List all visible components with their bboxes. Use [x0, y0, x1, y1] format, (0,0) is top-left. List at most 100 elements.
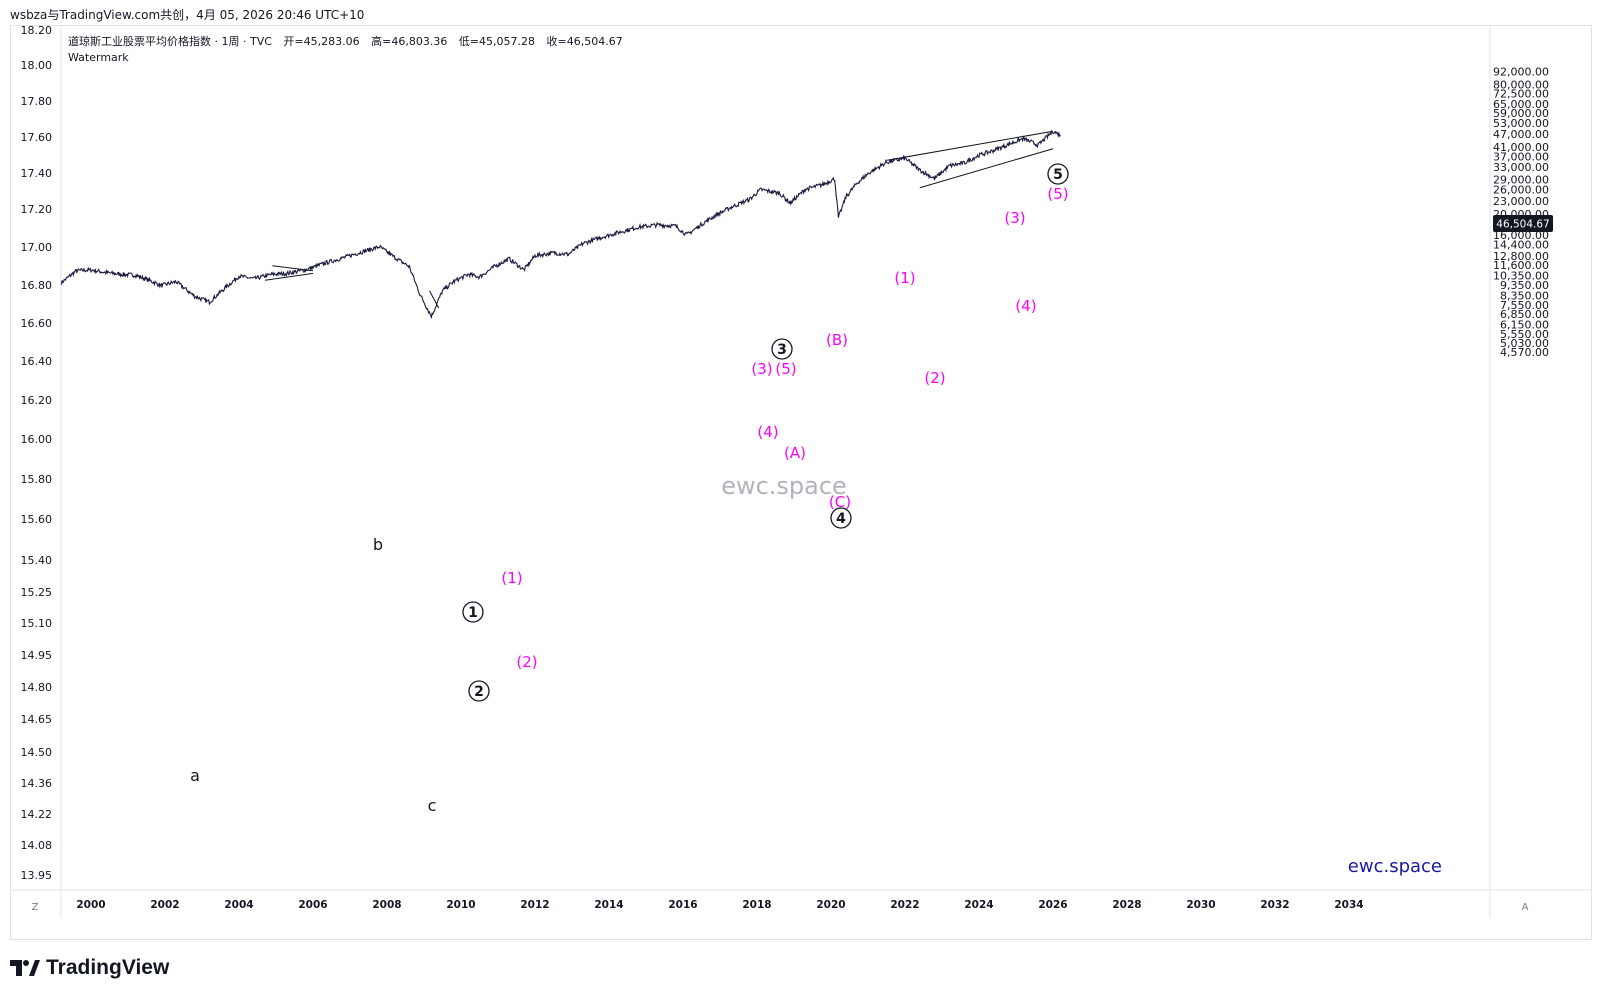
right-axis-tick-label: 33,000.00 [1493, 161, 1549, 174]
last-price-badge-text: 46,504.67 [1496, 219, 1549, 231]
wave-label-layer: abc(1)(2)(3) (5)(4)(A)(B)(C)(1)(2)(3)(4)(… [190, 163, 1069, 815]
right-axis-tick-label: 16,000.00 [1493, 229, 1549, 242]
x-tick-label: 2020 [816, 899, 845, 911]
wave-label-p4_2018: (4) [757, 423, 778, 441]
left-axis-tick-label: 16.00 [21, 433, 53, 446]
left-axis-tick-label: 14.36 [21, 777, 53, 790]
x-tick-label: 2010 [446, 899, 475, 911]
auto-scale-toggle[interactable]: A [1522, 902, 1529, 913]
wave-label-pA: (A) [784, 444, 806, 462]
left-axis-tick-label: 14.80 [21, 681, 53, 694]
price-series-layer [60, 130, 1061, 319]
channel-line-2009[interactable] [429, 290, 440, 309]
left-axis-tick-label: 16.20 [21, 394, 53, 407]
legend-open-label: 开= [283, 35, 303, 48]
right-axis-tick-label: 4,570.00 [1500, 346, 1549, 359]
wave-label-p3_2018: (3) [751, 360, 772, 378]
x-tick-label: 2012 [520, 899, 549, 911]
left-axis-tick-label: 14.08 [21, 839, 53, 852]
left-axis-tick-label: 14.65 [21, 713, 53, 726]
left-axis-tick-label: 15.25 [21, 586, 53, 599]
left-axis-tick-label: 18.20 [21, 24, 53, 37]
left-axis-tick-label: 15.60 [21, 513, 53, 526]
legend-close-label: 收= [547, 34, 567, 48]
legend-high-value: 46,803.36 [391, 35, 447, 48]
lower-wedge-line[interactable] [919, 148, 1054, 189]
x-tick-label: 2002 [150, 899, 179, 911]
right-axis-tick-label: 59,000.00 [1493, 107, 1549, 120]
tradingview-logo[interactable]: TradingView [10, 955, 169, 981]
right-axis-tick-label: 5,030.00 [1500, 337, 1549, 350]
right-axis-tick-label: 6,150.00 [1500, 318, 1549, 331]
log-scale-toggle[interactable]: Z [32, 902, 39, 913]
right-axis-tick-label: 10,350.00 [1493, 270, 1549, 283]
left-axis-tick-label: 17.60 [21, 131, 53, 144]
wave-label-p1_2011: (1) [501, 569, 522, 587]
legend-low-value: 45,057.28 [479, 35, 535, 48]
wave-label-p5_2026: (5) [1047, 185, 1068, 203]
wave-circle-c3 [771, 338, 793, 360]
chart-attribution: wsbza与TradingView.com共创，4月 05, 2026 20:4… [10, 8, 365, 22]
axes-layer: 2000 2002 2004 2006 2008 2010 2012 2014 2016 2018… [21, 24, 1550, 911]
wave-label-pC: (C) [829, 493, 851, 511]
right-axis-tick-label: 65,000.00 [1493, 98, 1549, 111]
legend-open-value: 45,283.06 [304, 35, 360, 48]
wave-circle-c4 [830, 507, 852, 529]
wave-label-c5: 5 [1053, 167, 1063, 183]
right-axis-tick-label: 11,600.00 [1493, 259, 1549, 272]
legend-watermark-label: Watermark [68, 51, 129, 64]
wave-label-c2: 2 [474, 684, 484, 700]
wave-label-p3_2025: (3) [1004, 209, 1025, 227]
right-axis-tick-label: 5,550.00 [1500, 328, 1549, 341]
x-tick-label: 2032 [1260, 899, 1289, 911]
wave-circle-c2 [468, 680, 490, 702]
wave-circle-c1 [462, 601, 484, 623]
right-axis-tick-label: 41,000.00 [1493, 141, 1549, 154]
wave-label-a: a [190, 766, 200, 785]
wave-label-c1: 1 [468, 605, 478, 621]
x-tick-label: 2016 [668, 899, 697, 911]
left-axis-tick-label: 15.40 [21, 554, 53, 567]
right-axis-tick-label: 26,000.00 [1493, 183, 1549, 196]
legend-line: 道琼斯工业股票平均价格指数 · 1周 · TVC 开=45,283.06 高=4… [68, 34, 623, 48]
right-axis-tick-label: 23,000.00 [1493, 195, 1549, 208]
right-axis-tick-label: 12,800.00 [1493, 250, 1549, 263]
wave-label-c4: 4 [836, 511, 846, 527]
left-axis-tick-label: 17.80 [21, 95, 53, 108]
trendline-layer [264, 130, 1054, 309]
x-tick-label: 2018 [742, 899, 771, 911]
upper-wedge-line[interactable] [886, 130, 1054, 161]
left-axis-tick-label: 17.20 [21, 203, 53, 216]
x-tick-label: 2022 [890, 899, 919, 911]
x-tick-label: 2034 [1334, 899, 1363, 911]
left-axis-tick-label: 17.40 [21, 167, 53, 180]
wave-label-p2_2011: (2) [516, 653, 537, 671]
x-tick-label: 2008 [372, 899, 401, 911]
wave-label-p4_2025: (4) [1015, 297, 1036, 315]
legend-close-value: 46,504.67 [567, 35, 623, 48]
x-tick-label: 2026 [1038, 899, 1067, 911]
tradingview-logo-text: TradingView [46, 956, 170, 979]
x-tick-label: 2014 [594, 899, 623, 911]
right-axis-tick-label: 53,000.00 [1493, 117, 1549, 130]
tradingview-logo-icon [10, 958, 40, 978]
left-axis-tick-label: 15.80 [21, 473, 53, 486]
left-axis-tick-label: 14.22 [21, 808, 53, 821]
x-tick-label: 2006 [298, 899, 327, 911]
left-axis-tick-label: 16.80 [21, 279, 53, 292]
wave-circle-c5 [1047, 163, 1069, 185]
right-axis-tick-label: 14,400.00 [1493, 239, 1549, 252]
right-axis-tick-label: 8,350.00 [1500, 290, 1549, 303]
chart-frame[interactable] [10, 25, 1592, 940]
right-axis-tick-label: 80,000.00 [1493, 78, 1549, 91]
right-axis-tick-label: 72,500.00 [1493, 88, 1549, 101]
legend-symbol: 道琼斯工业股票平均价格指数 · 1周 · TVC [68, 34, 272, 48]
right-axis-tick-label: 92,000.00 [1493, 65, 1549, 78]
last-price-badge [1493, 215, 1553, 232]
left-axis-tick-label: 15.10 [21, 617, 53, 630]
left-axis-tick-label: 14.95 [21, 649, 53, 662]
right-axis-tick-label: 37,000.00 [1493, 151, 1549, 164]
wave-label-c: c [428, 796, 437, 815]
triangle-lower-line[interactable] [264, 272, 314, 281]
